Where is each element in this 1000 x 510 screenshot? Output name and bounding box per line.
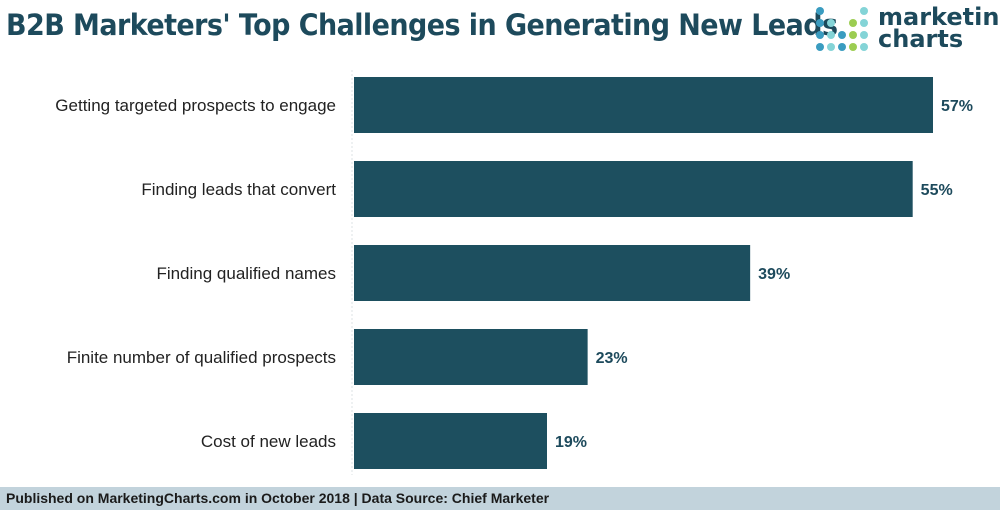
logo-dot xyxy=(816,43,824,51)
logo-dot xyxy=(816,19,824,27)
category-label: Finite number of qualified prospects xyxy=(67,348,336,367)
logo-dots-icon xyxy=(816,7,868,51)
footer: Published on MarketingCharts.com in Octo… xyxy=(0,487,1000,510)
logo-dot xyxy=(860,43,868,51)
logo-dot xyxy=(860,19,868,27)
category-label: Getting targeted prospects to engage xyxy=(55,96,336,115)
logo-dot xyxy=(860,31,868,39)
marketingcharts-logo: marketing charts xyxy=(812,2,1000,58)
bar xyxy=(354,329,588,385)
logo-dot xyxy=(838,31,846,39)
data-label: 23% xyxy=(596,350,628,367)
data-label: 19% xyxy=(555,434,587,451)
bar xyxy=(354,77,933,133)
chart-title: B2B Marketers' Top Challenges in Generat… xyxy=(6,8,838,42)
logo-dot xyxy=(827,19,835,27)
bar xyxy=(354,413,547,469)
bar-chart: Getting targeted prospects to engage 57% F… xyxy=(55,70,973,475)
data-label: 55% xyxy=(921,182,953,199)
category-label: Finding qualified names xyxy=(156,264,336,283)
logo-dot xyxy=(827,31,835,39)
category-label: Finding leads that convert xyxy=(141,180,336,199)
logo-dot xyxy=(849,43,857,51)
logo-dot xyxy=(838,43,846,51)
logo-dot xyxy=(849,19,857,27)
logo-dot xyxy=(816,7,824,15)
footer-text: Published on MarketingCharts.com in Octo… xyxy=(6,490,550,506)
data-label: 39% xyxy=(758,266,790,283)
logo-dot xyxy=(827,43,835,51)
bar xyxy=(354,245,751,301)
data-label: 57% xyxy=(941,98,973,115)
logo-line2: charts xyxy=(878,25,964,53)
logo-dot xyxy=(860,7,868,15)
logo-dot xyxy=(849,31,857,39)
logo-text: marketing charts xyxy=(878,3,1000,53)
logo-line1: marketing xyxy=(878,3,1000,31)
bar xyxy=(354,161,913,217)
category-label: Cost of new leads xyxy=(201,432,336,451)
logo-dot xyxy=(816,31,824,39)
